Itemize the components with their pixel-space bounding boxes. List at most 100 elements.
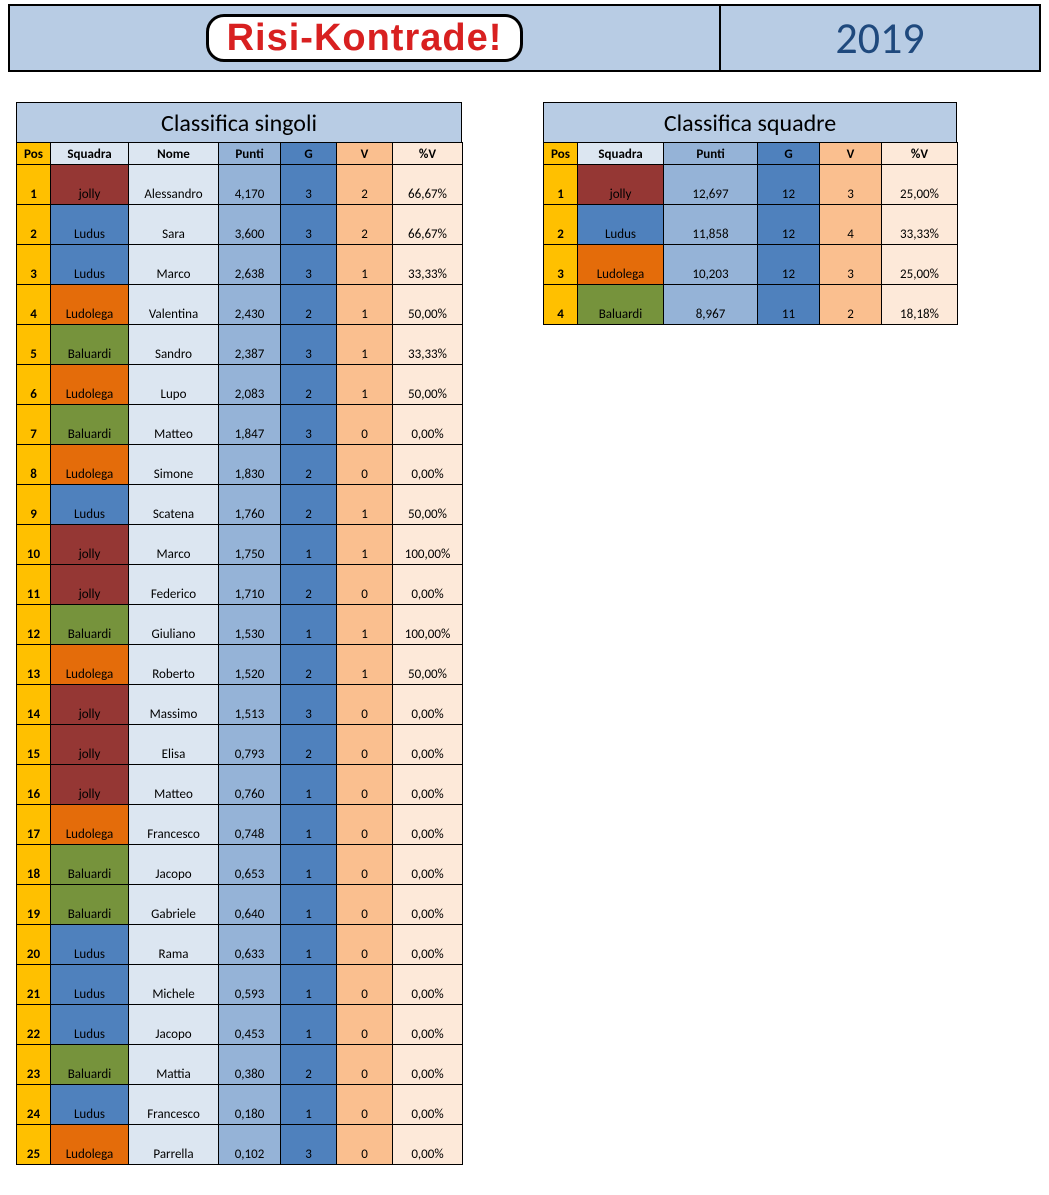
cell-pv: 50,00% (393, 645, 463, 685)
cell-g: 2 (281, 445, 337, 485)
table-row: 2Ludus11,85812433,33% (544, 205, 958, 245)
singoli-title: Classifica singoli (16, 102, 462, 142)
cell-g: 3 (281, 245, 337, 285)
cell-v: 3 (820, 245, 882, 285)
cell-v: 2 (337, 205, 393, 245)
cell-punti: 1,710 (219, 565, 281, 605)
cell-v: 1 (337, 365, 393, 405)
cell-nome: Rama (129, 925, 219, 965)
squadre-table: Pos Squadra Punti G V %V 1jolly12,697123… (543, 142, 958, 325)
cell-nome: Francesco (129, 805, 219, 845)
cell-v: 0 (337, 1005, 393, 1045)
cell-punti: 0,380 (219, 1045, 281, 1085)
cell-squadra: jolly (51, 525, 129, 565)
cell-pos: 3 (544, 245, 578, 285)
cell-nome: Sara (129, 205, 219, 245)
cell-g: 1 (281, 885, 337, 925)
cell-nome: Mattia (129, 1045, 219, 1085)
table-row: 14jollyMassimo1,513300,00% (17, 685, 463, 725)
cell-nome: Francesco (129, 1085, 219, 1125)
cell-g: 12 (758, 205, 820, 245)
cell-squadra: Baluardi (51, 885, 129, 925)
cell-v: 1 (337, 525, 393, 565)
cell-g: 1 (281, 1085, 337, 1125)
cell-pos: 4 (544, 285, 578, 325)
cell-pos: 2 (17, 205, 51, 245)
cell-nome: Scatena (129, 485, 219, 525)
cell-g: 3 (281, 325, 337, 365)
cell-v: 0 (337, 1045, 393, 1085)
cell-pv: 50,00% (393, 485, 463, 525)
cell-g: 12 (758, 245, 820, 285)
cell-punti: 1,520 (219, 645, 281, 685)
cell-v: 1 (337, 325, 393, 365)
table-row: 1jollyAlessandro4,1703266,67% (17, 165, 463, 205)
cell-punti: 0,653 (219, 845, 281, 885)
cell-pv: 100,00% (393, 525, 463, 565)
cell-nome: Sandro (129, 325, 219, 365)
cell-squadra: jolly (51, 565, 129, 605)
cell-g: 1 (281, 925, 337, 965)
cell-squadra: Ludus (51, 925, 129, 965)
cell-pos: 1 (544, 165, 578, 205)
cell-squadra: Ludolega (51, 445, 129, 485)
cell-v: 1 (337, 645, 393, 685)
cell-nome: Elisa (129, 725, 219, 765)
cell-pos: 12 (17, 605, 51, 645)
singoli-h-squadra: Squadra (51, 143, 129, 165)
cell-v: 1 (337, 605, 393, 645)
cell-pos: 4 (17, 285, 51, 325)
cell-pos: 19 (17, 885, 51, 925)
table-row: 1jolly12,69712325,00% (544, 165, 958, 205)
cell-pv: 0,00% (393, 925, 463, 965)
cell-pv: 0,00% (393, 685, 463, 725)
table-row: 4Baluardi8,96711218,18% (544, 285, 958, 325)
cell-punti: 1,847 (219, 405, 281, 445)
cell-pos: 1 (17, 165, 51, 205)
table-row: 12BaluardiGiuliano1,53011100,00% (17, 605, 463, 645)
singoli-h-punti: Punti (219, 143, 281, 165)
cell-nome: Valentina (129, 285, 219, 325)
cell-v: 0 (337, 845, 393, 885)
cell-squadra: Ludolega (51, 365, 129, 405)
cell-pv: 0,00% (393, 725, 463, 765)
cell-nome: Simone (129, 445, 219, 485)
cell-pv: 33,33% (393, 245, 463, 285)
cell-punti: 0,102 (219, 1125, 281, 1165)
cell-squadra: Ludolega (51, 285, 129, 325)
cell-punti: 0,180 (219, 1085, 281, 1125)
cell-squadra: jolly (51, 165, 129, 205)
cell-pos: 13 (17, 645, 51, 685)
table-row: 2LudusSara3,6003266,67% (17, 205, 463, 245)
cell-g: 11 (758, 285, 820, 325)
cell-pos: 6 (17, 365, 51, 405)
cell-pv: 0,00% (393, 845, 463, 885)
table-row: 9LudusScatena1,7602150,00% (17, 485, 463, 525)
cell-v: 1 (337, 285, 393, 325)
squadre-h-g: G (758, 143, 820, 165)
cell-squadra: Ludus (51, 245, 129, 285)
cell-g: 2 (281, 485, 337, 525)
table-row: 6LudolegaLupo2,0832150,00% (17, 365, 463, 405)
singoli-header-row: Pos Squadra Nome Punti G V %V (17, 143, 463, 165)
cell-squadra: jolly (578, 165, 664, 205)
header-banner: Risi-Kontrade! 2019 (8, 4, 1041, 72)
cell-v: 0 (337, 965, 393, 1005)
cell-pv: 0,00% (393, 1045, 463, 1085)
cell-g: 1 (281, 805, 337, 845)
cell-nome: Michele (129, 965, 219, 1005)
cell-g: 1 (281, 765, 337, 805)
table-row: 7BaluardiMatteo1,847300,00% (17, 405, 463, 445)
cell-pos: 18 (17, 845, 51, 885)
table-row: 13LudolegaRoberto1,5202150,00% (17, 645, 463, 685)
cell-nome: Jacopo (129, 845, 219, 885)
cell-pos: 11 (17, 565, 51, 605)
cell-v: 0 (337, 1125, 393, 1165)
cell-v: 0 (337, 725, 393, 765)
table-row: 25LudolegaParrella0,102300,00% (17, 1125, 463, 1165)
cell-punti: 4,170 (219, 165, 281, 205)
banner-left: Risi-Kontrade! (10, 6, 719, 70)
cell-g: 3 (281, 1125, 337, 1165)
cell-pv: 33,33% (882, 205, 958, 245)
cell-punti: 11,858 (664, 205, 758, 245)
